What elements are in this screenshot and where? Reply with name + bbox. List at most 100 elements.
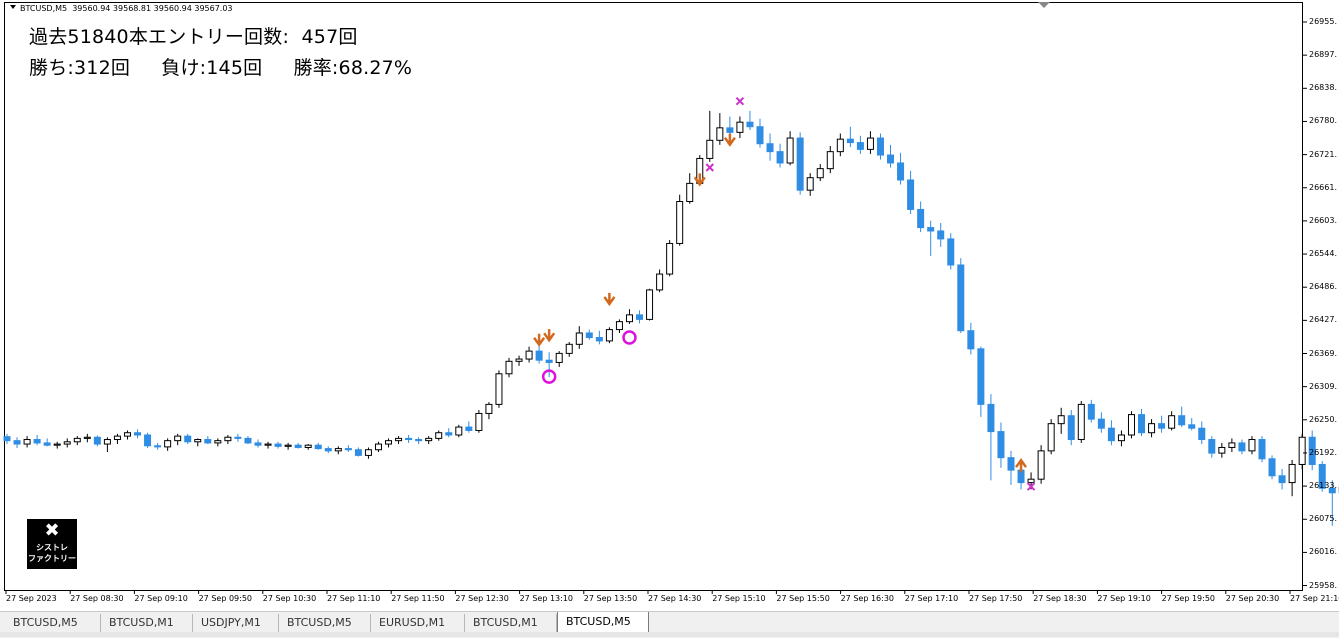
time-tick-label: 27 Sep 13:10	[519, 594, 573, 603]
candle	[545, 359, 553, 363]
time-tick-label: 27 Sep 08:30	[70, 594, 124, 603]
price-tick-label: 26661.	[1309, 182, 1337, 192]
win-circle-marker	[541, 369, 557, 384]
win-loss-stats-text: 勝ち:312回 負け:145回 勝率:68.27%	[29, 57, 413, 79]
chart-tab[interactable]: USDJPY,M1	[193, 614, 279, 632]
candle	[354, 449, 362, 456]
candle	[83, 436, 91, 439]
entry-count-text: 過去51840本エントリー回数: 457回	[29, 26, 358, 48]
candle	[134, 432, 142, 436]
exit-cross-marker	[705, 163, 715, 172]
candle	[475, 412, 483, 431]
candle	[736, 121, 744, 133]
price-tick-label: 26250.	[1309, 414, 1337, 424]
sell-arrow-marker	[533, 333, 546, 347]
chart-tab[interactable]: BTCUSD,M5	[5, 614, 101, 632]
exit-cross-marker	[1026, 482, 1036, 491]
chart-tab[interactable]: BTCUSD,M5	[557, 612, 649, 633]
time-tick-label: 27 Sep 19:50	[1161, 594, 1215, 603]
candle	[495, 373, 503, 405]
candle	[1097, 418, 1105, 429]
candlestick-chart[interactable]	[0, 0, 1339, 612]
sell-arrow-marker	[603, 292, 616, 307]
price-tick-label: 26133.	[1309, 481, 1337, 491]
price-tick-label: 26192.	[1309, 447, 1337, 457]
candle	[23, 439, 31, 445]
candle	[33, 439, 41, 444]
candle	[1077, 403, 1085, 441]
candle	[866, 137, 874, 150]
candle	[967, 330, 975, 350]
candle	[947, 238, 955, 266]
time-tick-label: 27 Sep 18:30	[1033, 594, 1087, 603]
time-tick-label: 27 Sep 11:50	[391, 594, 445, 603]
candle	[887, 154, 895, 164]
candle	[625, 314, 633, 323]
candle	[656, 273, 664, 291]
candle	[224, 436, 232, 442]
candle	[575, 332, 583, 345]
candle	[1208, 439, 1216, 454]
price-tick-label: 26780.	[1309, 116, 1337, 126]
candle	[144, 434, 152, 447]
candle	[816, 168, 824, 179]
candle	[776, 151, 784, 164]
time-tick-label: 27 Sep 15:10	[712, 594, 766, 603]
candle	[806, 177, 814, 191]
candle	[957, 264, 965, 332]
candle	[204, 439, 212, 444]
candle	[1288, 463, 1296, 484]
candle	[53, 443, 61, 446]
candle	[455, 426, 463, 436]
candle	[686, 182, 694, 203]
candle	[1298, 436, 1306, 465]
candle	[1228, 442, 1236, 448]
candle	[1168, 415, 1176, 429]
period-separator-marker-icon	[1038, 2, 1050, 8]
candle	[636, 314, 644, 320]
candle	[1117, 434, 1125, 442]
chart-plot-area[interactable]	[4, 2, 1303, 591]
candle	[565, 343, 573, 354]
candle	[666, 242, 674, 275]
candle	[1027, 478, 1035, 484]
candle	[334, 448, 342, 452]
price-tick-label: 26075.	[1309, 514, 1337, 524]
candle	[1248, 439, 1256, 452]
time-tick-label: 27 Sep 17:10	[904, 594, 959, 603]
time-tick-label: 27 Sep 10:30	[262, 594, 317, 603]
chart-tab[interactable]: BTCUSD,M5	[279, 614, 371, 632]
chart-tab[interactable]: BTCUSD,M1	[101, 614, 193, 632]
horizontal-scrollbar[interactable]	[0, 632, 1339, 637]
chart-tab[interactable]: BTCUSD,M1	[465, 614, 557, 632]
candle	[766, 143, 774, 153]
candle	[274, 443, 282, 447]
candle	[435, 432, 443, 439]
candle	[646, 289, 654, 320]
tools-icon: ✖	[44, 520, 60, 541]
candle	[876, 137, 884, 156]
candle	[1007, 457, 1015, 471]
price-tick-label: 26955.	[1309, 17, 1337, 26]
time-tick-label: 27 Sep 2023	[6, 594, 57, 603]
chart-tab[interactable]: EURUSD,M1	[371, 614, 465, 632]
candle	[164, 440, 172, 448]
candle	[324, 448, 332, 452]
chart-window[interactable]: BTCUSD,M5 39560.94 39568.81 39560.94 395…	[0, 0, 1339, 612]
candle	[1127, 414, 1135, 436]
price-tick-label: 26544.	[1309, 249, 1337, 259]
header-dropdown-icon[interactable]	[10, 5, 16, 9]
time-tick-label: 27 Sep 16:30	[840, 594, 894, 603]
systrade-factory-logo: ✖ シストレ ファクトリー	[27, 519, 77, 569]
candle	[184, 435, 192, 443]
candle	[465, 426, 473, 431]
candle	[264, 443, 272, 446]
candle	[595, 337, 603, 342]
candle	[63, 441, 71, 445]
candle	[746, 121, 754, 128]
candle	[1308, 436, 1316, 465]
price-tick-label: 26016.	[1309, 547, 1337, 557]
candle	[897, 162, 905, 181]
candle	[515, 358, 523, 362]
time-tick-label: 27 Sep 17:50	[969, 594, 1023, 603]
